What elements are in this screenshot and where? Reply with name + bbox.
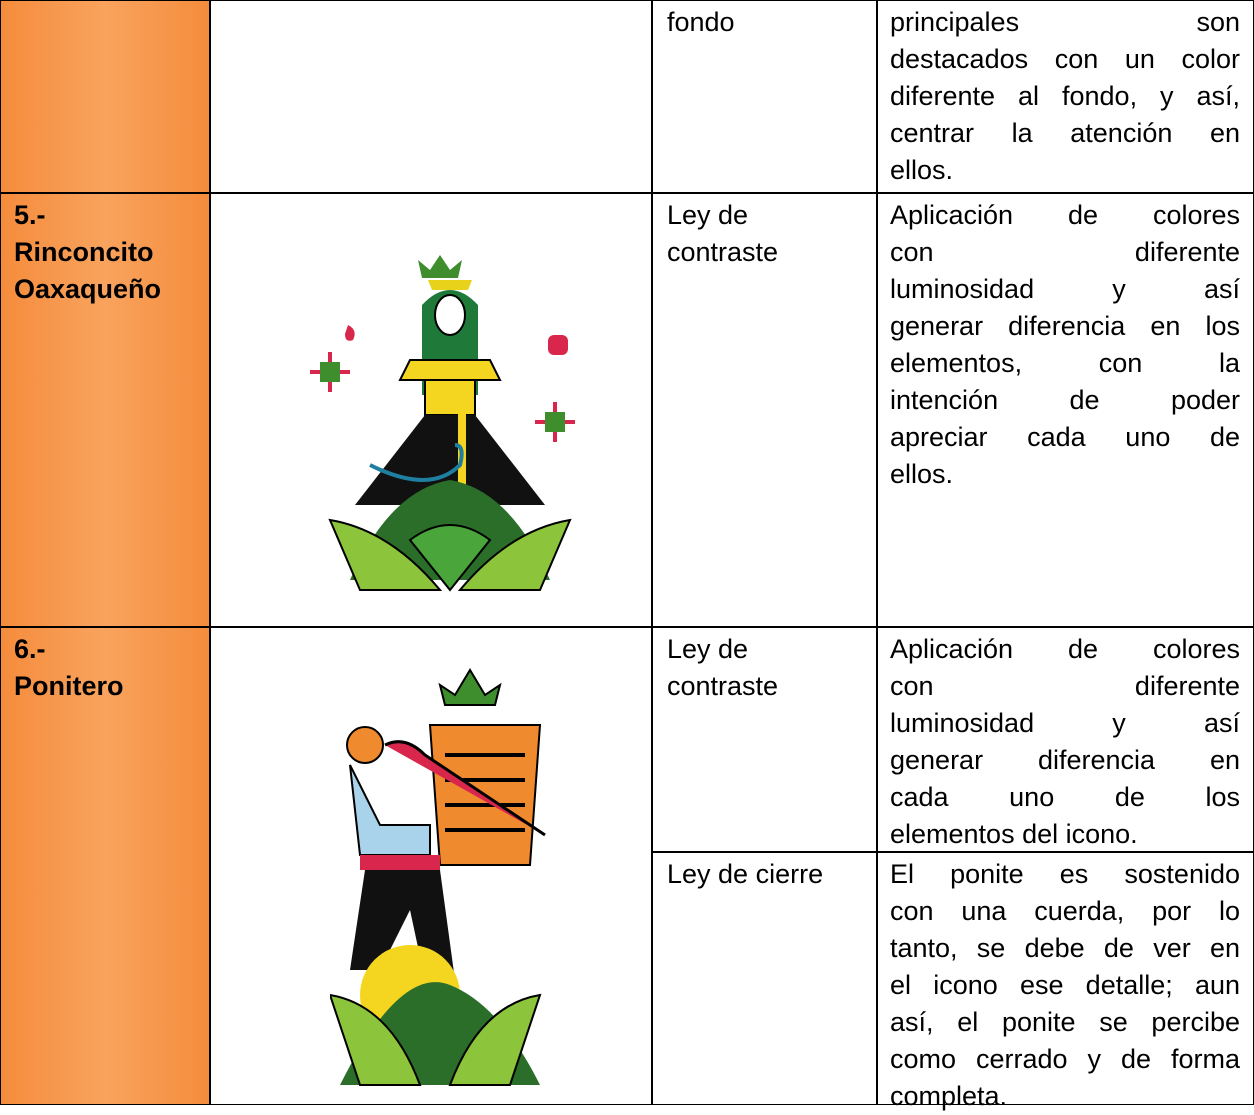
description: con diferente <box>890 237 1240 267</box>
table-cell <box>0 0 210 193</box>
description: El ponite es sostenido <box>890 859 1240 889</box>
row-name: 5.- <box>14 200 46 230</box>
description: intención de poder <box>890 385 1240 415</box>
description: destacados con un color <box>890 44 1240 74</box>
description: completa. <box>890 1081 1008 1111</box>
description: centrar la atención en <box>890 118 1240 148</box>
table-cell <box>652 0 877 193</box>
table-cell <box>0 627 210 1105</box>
description: así, el ponite se percibe <box>890 1007 1240 1037</box>
table-cell <box>652 627 877 852</box>
law: contraste <box>667 237 779 267</box>
row-name: Rinconcito <box>14 237 154 267</box>
table-cell <box>652 193 877 627</box>
description: generar diferencia en los <box>890 311 1240 341</box>
law: fondo <box>667 7 735 37</box>
table-cell <box>210 193 652 627</box>
description: ellos. <box>890 155 954 185</box>
table-cell <box>0 193 210 627</box>
description: principales son <box>890 7 1240 37</box>
table-cell <box>210 0 652 193</box>
description: el icono ese detalle; aun <box>890 970 1240 1000</box>
description: diferente al fondo, y así, <box>890 81 1240 111</box>
row-name: Ponitero <box>14 671 124 701</box>
description: apreciar cada uno de <box>890 422 1240 452</box>
description: luminosidad y así <box>890 274 1240 304</box>
row-name: 6.- <box>14 634 46 664</box>
rinconcito-icon <box>310 255 575 592</box>
row-name: Oaxaqueño <box>14 274 162 304</box>
description: con una cuerda, por lo <box>890 896 1240 926</box>
description: Aplicación de colores <box>890 200 1240 230</box>
description: elementos, con la <box>890 348 1240 378</box>
law: Ley de <box>667 200 749 230</box>
description: como cerrado y de forma <box>890 1044 1240 1074</box>
description: tanto, se debe de ver en <box>890 933 1240 963</box>
description: Aplicación de colores <box>890 634 1240 664</box>
law: contraste <box>667 671 779 701</box>
law: Ley de <box>667 634 749 664</box>
ponitero-icon <box>330 668 546 1086</box>
description: generar diferencia en <box>890 745 1240 775</box>
law: Ley de cierre <box>667 859 824 889</box>
description: ellos. <box>890 459 954 489</box>
description: cada uno de los <box>890 782 1240 812</box>
description: elementos del icono. <box>890 819 1138 849</box>
description: con diferente <box>890 671 1240 701</box>
description: luminosidad y así <box>890 708 1240 738</box>
